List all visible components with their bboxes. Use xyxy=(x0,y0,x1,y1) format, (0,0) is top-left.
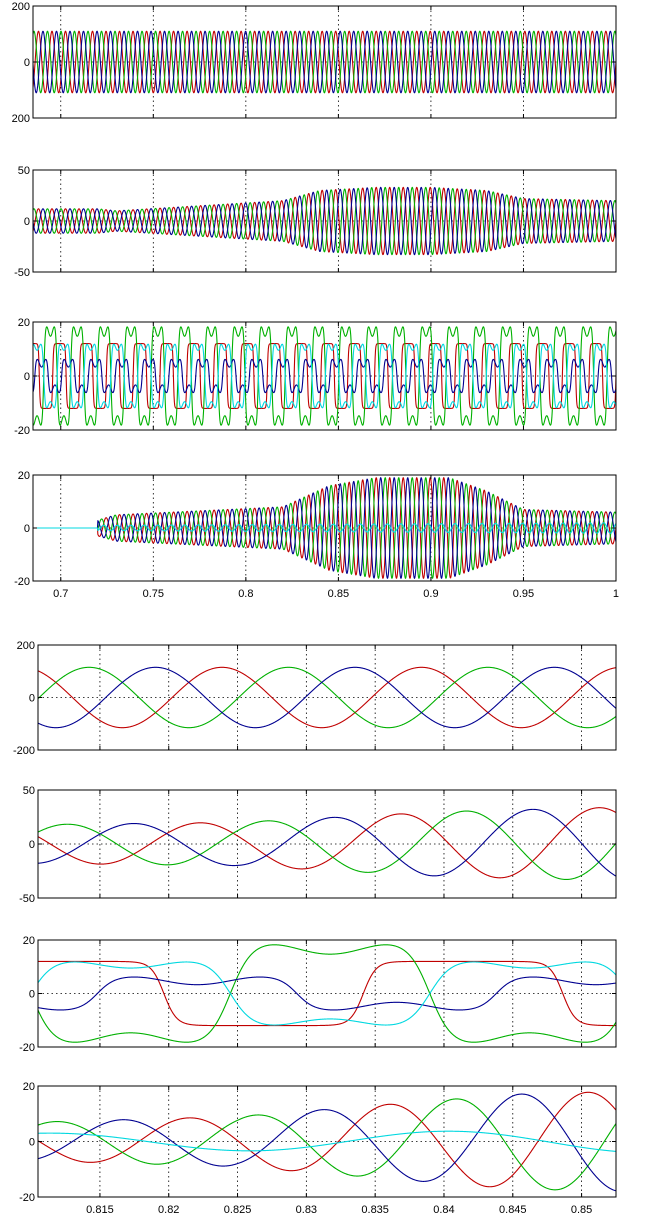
y-tick-label: 20 xyxy=(18,470,30,482)
panel-4: -20 0 20 0.7 0.75 0.8 0.85 0.9 0.95 1 xyxy=(14,470,619,600)
series-line-phase_b xyxy=(38,666,616,729)
series-line-neutral xyxy=(33,343,616,409)
x-tick-label: 0.815 xyxy=(86,1204,114,1216)
panel-1: 200 0 200 xyxy=(12,1,617,125)
panel-5: -200 0 200 xyxy=(13,640,617,757)
series-line-phase_b xyxy=(38,1098,616,1191)
series-line-phase_b xyxy=(33,30,616,94)
y-tick-label: 20 xyxy=(23,1081,35,1093)
series-line-phase_c xyxy=(38,666,616,729)
y-tick-label: 0 xyxy=(24,216,30,228)
x-tick-label: 0.83 xyxy=(296,1204,317,1216)
y-tick-label: 50 xyxy=(18,165,30,177)
series-group xyxy=(33,186,616,256)
y-tick-label: -20 xyxy=(14,576,30,588)
series-line-neutral xyxy=(33,522,616,534)
x-tick-label: 0.75 xyxy=(143,588,164,600)
series-line-neutral xyxy=(38,1130,616,1152)
series-line-phase_c xyxy=(33,186,616,256)
panel-8: -20 0 20 0.815 0.82 0.825 0.83 0.835 0.84 0.845 0.… xyxy=(19,1081,617,1216)
x-tick-label: 0.84 xyxy=(433,1204,454,1216)
series-line-phase_c xyxy=(38,808,616,877)
y-tick-label: 0 xyxy=(24,523,30,535)
series-line-phase_b xyxy=(33,326,616,426)
series-group xyxy=(38,1091,616,1192)
y-tick-label: 0 xyxy=(29,839,35,851)
series-line-phase_a xyxy=(38,666,616,729)
series-line-phase_a xyxy=(38,1091,616,1188)
series-group xyxy=(38,666,616,729)
series-line-phase_b xyxy=(38,944,616,1043)
series-line-phase_c xyxy=(38,1093,616,1192)
y-tick-label: 20 xyxy=(23,935,35,947)
y-tick-label: 200 xyxy=(17,640,35,652)
x-tick-label: 0.835 xyxy=(361,1204,389,1216)
series-line-phase_b xyxy=(38,810,616,881)
series-line-neutral xyxy=(38,961,616,1026)
y-tick-label: -50 xyxy=(14,267,30,279)
series-group xyxy=(33,30,616,94)
series-line-phase_c xyxy=(33,477,616,579)
series-group xyxy=(38,807,616,881)
series-line-phase_a xyxy=(38,807,616,879)
x-tick-label: 0.825 xyxy=(224,1204,252,1216)
series-line-phase_b xyxy=(33,186,616,256)
x-tick-label: 0.85 xyxy=(328,588,349,600)
x-tick-label: 0.845 xyxy=(499,1204,527,1216)
panel-7: -20 0 20 xyxy=(19,935,617,1054)
x-tick-label: 1 xyxy=(613,588,619,600)
x-tick-label: 0.85 xyxy=(571,1204,592,1216)
y-tick-label: -20 xyxy=(14,425,30,437)
series-group xyxy=(33,326,616,426)
y-tick-label: 0 xyxy=(24,371,30,383)
y-tick-label: 0 xyxy=(29,1137,35,1149)
y-tick-label: 200 xyxy=(12,1,30,13)
series-line-phase_b xyxy=(33,477,616,579)
series-group xyxy=(33,477,616,579)
y-tick-label: -20 xyxy=(19,1192,35,1204)
y-tick-label: 20 xyxy=(18,317,30,329)
x-tick-label: 0.9 xyxy=(423,588,438,600)
series-group xyxy=(38,944,616,1043)
x-tick-label: 0.7 xyxy=(53,588,68,600)
y-tick-label: 0 xyxy=(29,989,35,1001)
series-line-phase_c xyxy=(33,30,616,94)
panel-3: -20 0 20 xyxy=(14,317,617,437)
x-tick-label: 0.82 xyxy=(158,1204,179,1216)
panel-6: -50 0 50 xyxy=(19,785,617,905)
series-line-phase_c xyxy=(38,976,616,1011)
y-tick-label: 0 xyxy=(29,693,35,705)
x-tick-label: 0.95 xyxy=(513,588,534,600)
y-tick-label: -200 xyxy=(13,745,35,757)
x-tick-label: 0.8 xyxy=(238,588,253,600)
series-line-phase_a xyxy=(38,960,616,1027)
y-tick-label: 200 xyxy=(12,113,30,125)
y-tick-label: 0 xyxy=(24,57,30,69)
y-tick-label: -50 xyxy=(19,893,35,905)
y-tick-label: -20 xyxy=(19,1042,35,1054)
panel-2: -50 0 50 xyxy=(14,165,617,279)
y-tick-label: 50 xyxy=(23,785,35,797)
